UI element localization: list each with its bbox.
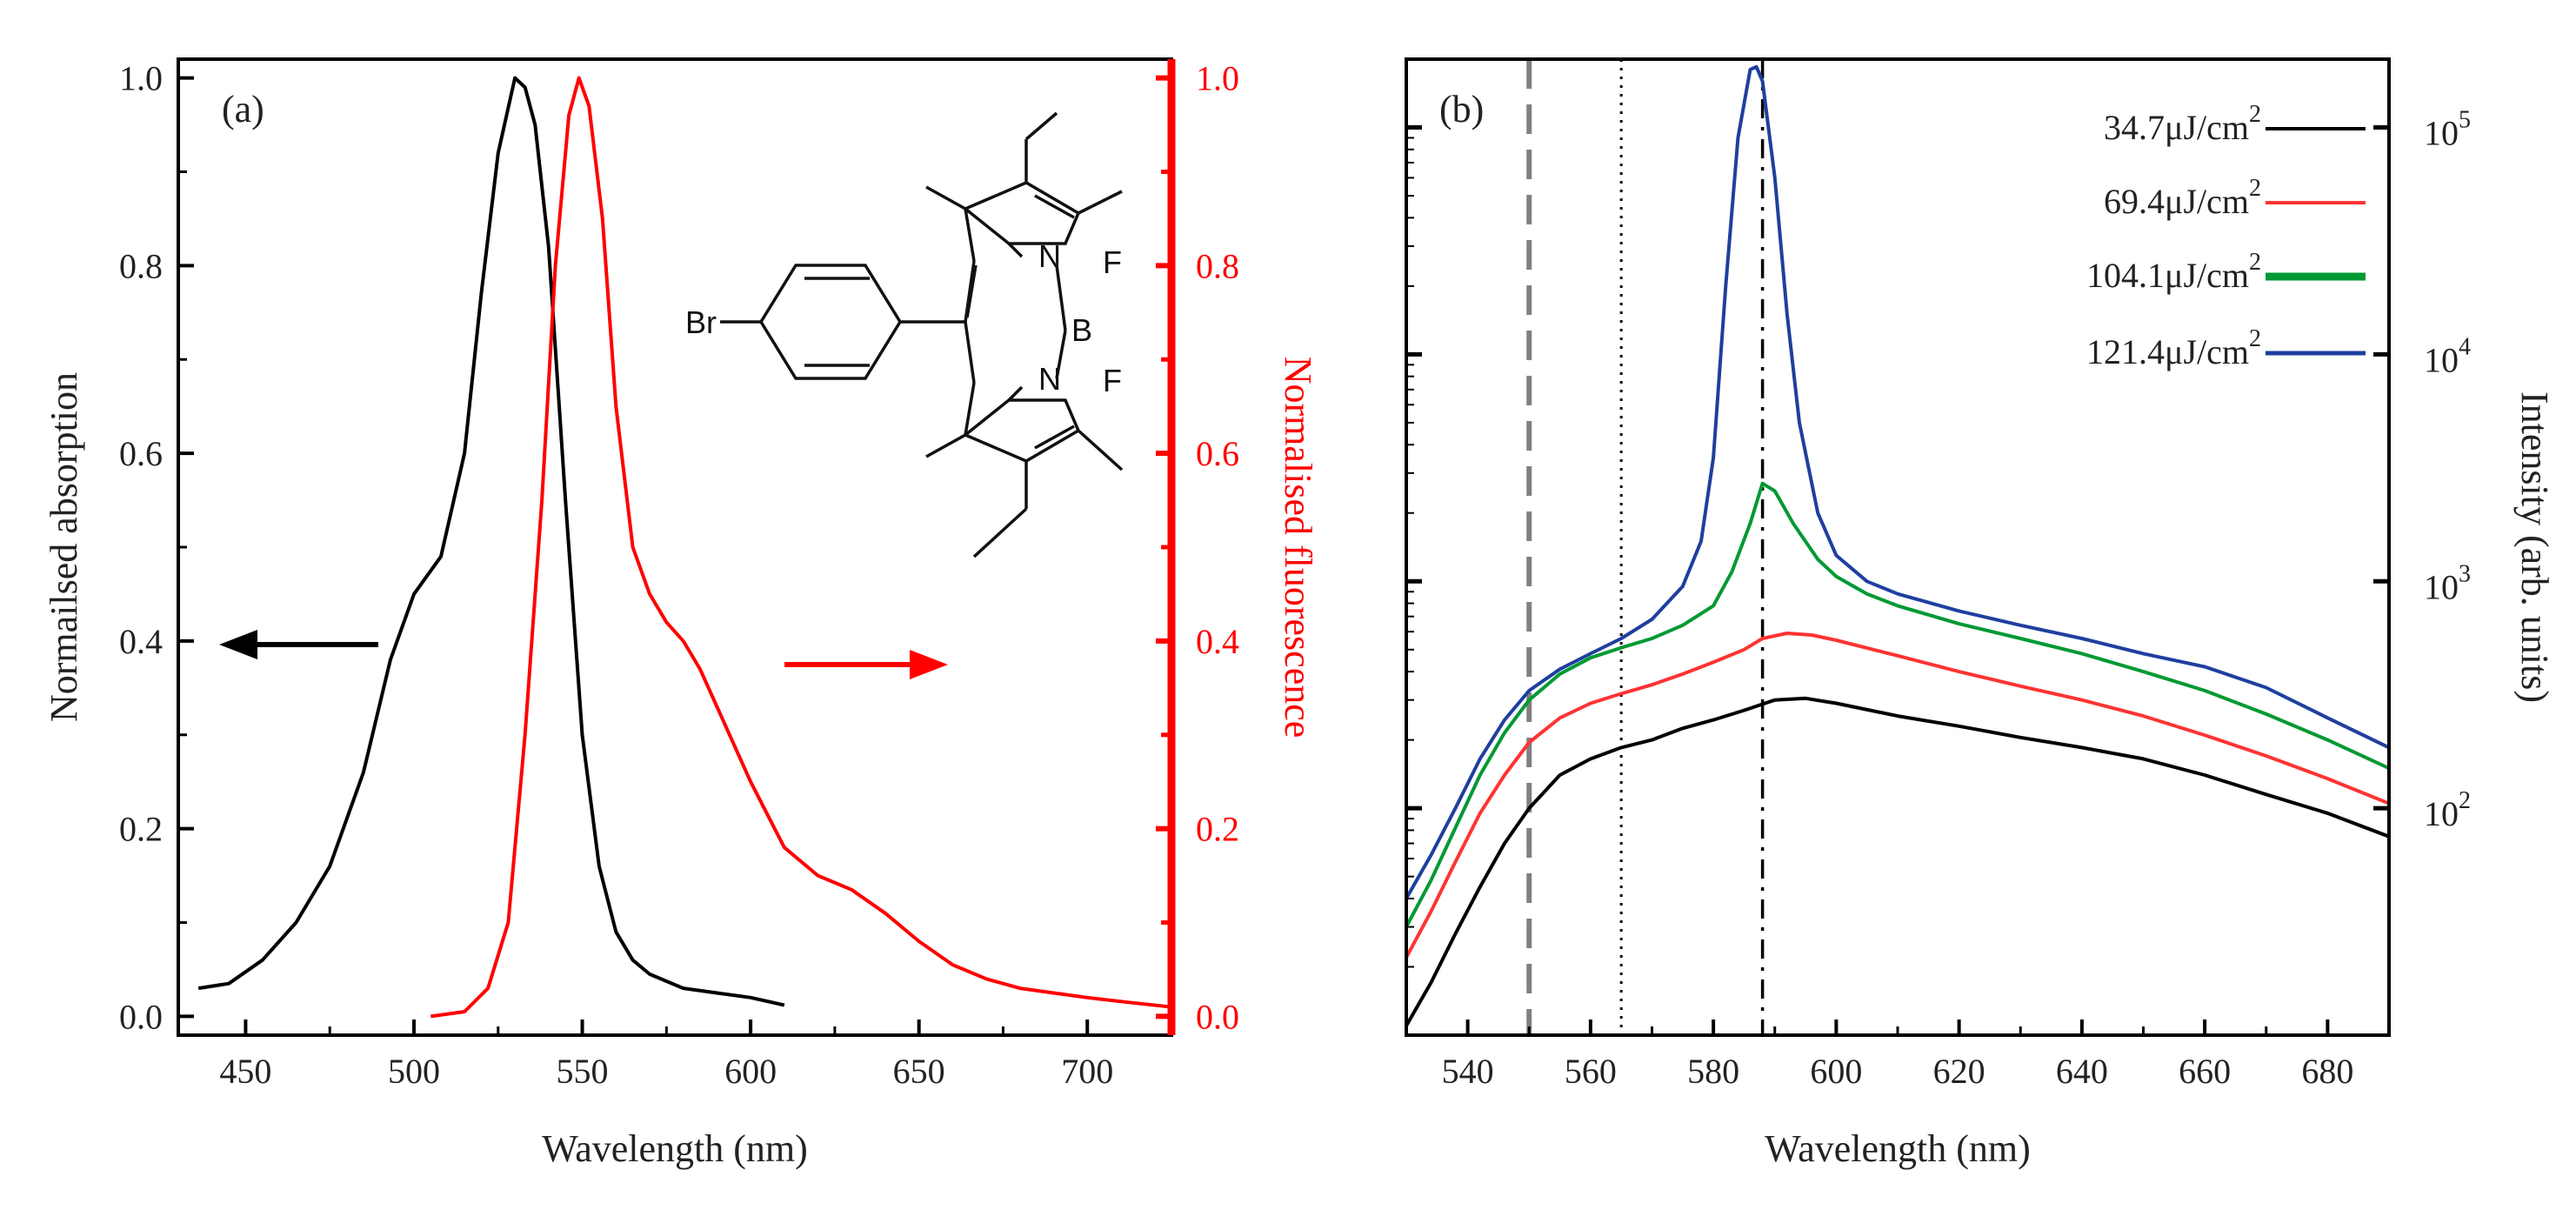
panel-b-reference-lines [1526, 59, 1765, 1035]
panel-a-ticks: 450 500 550 600 650 700 0.0 0.2 0.4 0.6 0.8 1.0 0.0 0… [119, 59, 1239, 1091]
panel-a-x-tick-label: 450 [219, 1052, 271, 1091]
panel-a-y-tick-label-right: 0.4 [1196, 622, 1239, 661]
panel-b-x-tick-label: 560 [1565, 1052, 1617, 1091]
right-arrow [784, 650, 948, 679]
panel-b-label: (b) [1439, 88, 1484, 130]
panel-b-x-axis-title: Wavelength (nm) [1765, 1127, 2031, 1170]
panel-b-y-tick-label: 105 [2424, 107, 2471, 153]
panel-a-x-axis-title: Wavelength (nm) [542, 1127, 808, 1170]
panel-b-legend-label: 104.1μJ/cm2 [2086, 249, 2261, 295]
panel-b-legend-label: 121.4μJ/cm2 [2086, 325, 2261, 371]
panel-a-x-tick-label: 650 [893, 1052, 945, 1091]
panel-a-y-tick-label-left: 0.8 [119, 246, 163, 285]
panel-a-y-tick-label-left: 0.6 [119, 434, 163, 473]
panel-a-y-tick-label-right: 0.0 [1196, 997, 1239, 1036]
panel-a-series-line-fluorescence [430, 76, 1171, 1019]
panel-b-x-tick-label: 680 [2301, 1052, 2353, 1091]
panel-b-y-tick-label: 104 [2424, 333, 2471, 379]
panel-a-x-tick-label: 600 [724, 1052, 777, 1091]
panel-b-frame [1405, 57, 2391, 1037]
panel-b-x-tick-label: 540 [1442, 1052, 1494, 1091]
panel-a-y-tick-label-left: 1.0 [119, 59, 163, 98]
panel-a-y-tick-label-right: 0.8 [1196, 246, 1239, 285]
panel-a-series [197, 76, 1171, 1019]
left-arrow [219, 630, 378, 659]
panel-a: 450 500 550 600 650 700 0.0 0.2 0.4 0.6 0.8 1.0 0.0 0… [43, 57, 1319, 1170]
structure-labels: Br N N B F F [685, 238, 1122, 398]
panel-b-series-line-2 [1406, 481, 2389, 928]
panel-a-y-tick-label-right: 0.2 [1196, 810, 1239, 849]
panel-b-ticks: 540 560 580 600 620 640 660 680 102 103 104 105 [1406, 58, 2471, 1091]
panel-b-x-tick-label: 660 [2179, 1052, 2231, 1091]
panel-a-y-tick-label-left: 0.0 [119, 997, 163, 1036]
panel-b-x-tick-label: 580 [1687, 1052, 1739, 1091]
panel-a-y-axis-title-left: Normailsed absorption [43, 372, 85, 722]
panel-b-legend-label: 34.7μJ/cm2 [2104, 101, 2261, 147]
svg-text:B: B [1071, 312, 1092, 348]
panel-b-series-line-3 [1406, 64, 2389, 899]
svg-text:N: N [1038, 361, 1061, 397]
panel-a-frame [177, 57, 1173, 1037]
panel-a-x-tick-label: 700 [1061, 1052, 1113, 1091]
svg-text:N: N [1038, 238, 1061, 274]
panel-a-y-axis-title-right: Normalised fluorescence [1277, 357, 1319, 739]
panel-b: 540 560 580 600 620 640 660 680 102 103 104 105 (b)… [1405, 57, 2556, 1170]
panel-b-series-line-1 [1406, 632, 2389, 959]
panel-a-x-tick-label: 500 [388, 1052, 440, 1091]
panel-b-legend: 34.7μJ/cm2 69.4μJ/cm2 104.1μJ/cm2 121.4μJ/c… [2086, 101, 2366, 371]
molecular-structure-inset [720, 111, 1124, 558]
panel-b-series-line-0 [1406, 696, 2389, 1027]
svg-text:F: F [1103, 363, 1122, 398]
panel-a-y-tick-label-left: 0.2 [119, 810, 163, 849]
panel-b-y-tick-label: 102 [2424, 787, 2471, 833]
panel-a-x-tick-label: 550 [557, 1052, 609, 1091]
panel-b-y-tick-label: 103 [2424, 560, 2471, 606]
panel-b-x-tick-label: 600 [1810, 1052, 1862, 1091]
panel-b-x-tick-label: 640 [2056, 1052, 2108, 1091]
panel-b-y-axis-title: Intensity (arb. units) [2513, 391, 2556, 703]
panel-a-y-tick-label-left: 0.4 [119, 622, 163, 661]
panel-a-label: (a) [222, 88, 264, 130]
panel-b-series [1406, 64, 2389, 1027]
panel-a-series-line-absorption [197, 76, 785, 1007]
panel-b-legend-label: 69.4μJ/cm2 [2104, 175, 2261, 221]
svg-text:Br: Br [685, 304, 717, 340]
svg-text:F: F [1103, 244, 1122, 280]
panel-b-x-tick-label: 620 [1933, 1052, 1985, 1091]
panel-a-y-tick-label-right: 0.6 [1196, 434, 1239, 473]
panel-a-y-tick-label-right: 1.0 [1196, 59, 1239, 98]
